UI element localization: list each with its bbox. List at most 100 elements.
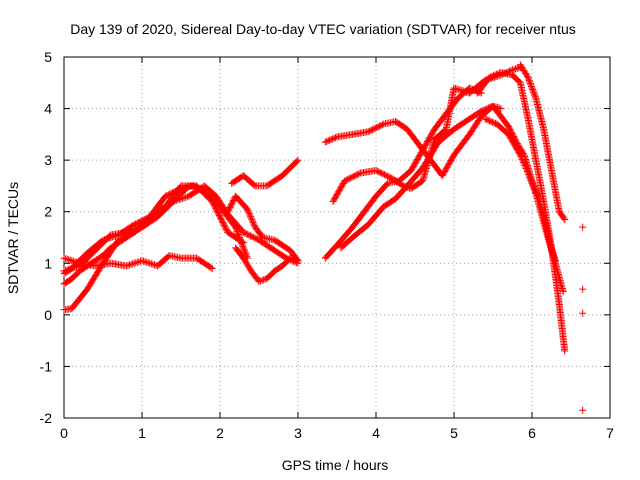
data-point bbox=[63, 266, 71, 274]
data-point bbox=[129, 260, 137, 268]
data-point bbox=[63, 255, 71, 263]
data-point bbox=[244, 207, 252, 215]
data-point bbox=[127, 260, 135, 268]
data-point bbox=[485, 74, 493, 82]
data-point bbox=[242, 258, 250, 266]
data-point bbox=[487, 117, 495, 125]
data-point bbox=[286, 254, 294, 262]
x-tick-label: 1 bbox=[138, 425, 146, 441]
data-point bbox=[244, 230, 252, 238]
data-point bbox=[288, 255, 296, 263]
data-point bbox=[327, 136, 335, 144]
data-point bbox=[236, 234, 243, 241]
data-point bbox=[329, 135, 337, 143]
data-point bbox=[122, 228, 130, 236]
data-point bbox=[245, 231, 253, 239]
data-point bbox=[120, 233, 128, 241]
data-point bbox=[492, 70, 500, 78]
data-point bbox=[483, 105, 491, 113]
data-point bbox=[255, 277, 263, 285]
data-point bbox=[246, 232, 254, 240]
data-point bbox=[370, 125, 378, 133]
data-point bbox=[172, 196, 180, 204]
x-tick-label: 3 bbox=[294, 425, 302, 441]
y-tick-label: 1 bbox=[44, 255, 52, 271]
data-point bbox=[240, 245, 248, 253]
data-point bbox=[292, 256, 300, 264]
data-point bbox=[527, 81, 535, 89]
data-point bbox=[530, 184, 538, 192]
data-point bbox=[124, 261, 132, 269]
data-point bbox=[249, 233, 257, 241]
data-point bbox=[376, 122, 384, 130]
data-point bbox=[69, 264, 77, 272]
data-point bbox=[126, 261, 134, 269]
x-tick-label: 2 bbox=[216, 425, 224, 441]
data-point bbox=[130, 226, 138, 234]
data-point bbox=[524, 169, 532, 177]
data-point bbox=[525, 172, 533, 180]
data-point bbox=[529, 182, 537, 190]
data-point bbox=[241, 229, 249, 237]
data-point bbox=[143, 258, 151, 266]
data-point bbox=[484, 116, 492, 124]
data-point bbox=[330, 134, 338, 142]
data-point bbox=[527, 178, 535, 186]
data-point bbox=[512, 65, 520, 73]
data-point bbox=[65, 256, 73, 264]
data-point bbox=[487, 73, 495, 81]
data-point bbox=[126, 227, 134, 235]
data-point bbox=[529, 181, 537, 189]
data-point bbox=[238, 241, 246, 249]
data-point bbox=[189, 182, 197, 190]
data-point bbox=[132, 225, 140, 233]
data-point bbox=[122, 233, 130, 241]
data-point bbox=[366, 127, 374, 135]
data-point bbox=[257, 277, 265, 285]
data-point bbox=[332, 134, 340, 142]
data-point bbox=[190, 183, 198, 191]
data-point bbox=[174, 196, 182, 204]
data-point bbox=[488, 72, 496, 80]
data-point bbox=[248, 233, 256, 241]
data-point bbox=[477, 107, 485, 115]
y-tick-label: 0 bbox=[44, 307, 52, 323]
data-point bbox=[560, 214, 568, 222]
data-point bbox=[247, 213, 255, 221]
data-point bbox=[234, 231, 242, 239]
data-point bbox=[450, 84, 458, 92]
data-point bbox=[236, 235, 244, 243]
data-point bbox=[381, 171, 389, 179]
data-point bbox=[183, 193, 191, 201]
data-point bbox=[398, 181, 406, 189]
data-point bbox=[375, 168, 383, 176]
data-point bbox=[135, 258, 143, 266]
data-point bbox=[138, 257, 146, 265]
data-point bbox=[65, 265, 73, 273]
data-point bbox=[239, 242, 247, 250]
data-point bbox=[291, 256, 299, 264]
data-point bbox=[346, 174, 354, 182]
data-point bbox=[364, 128, 372, 136]
data-point bbox=[147, 260, 155, 268]
data-point bbox=[522, 69, 529, 77]
data-point bbox=[127, 227, 135, 235]
data-point bbox=[177, 195, 185, 203]
data-point bbox=[179, 194, 187, 202]
data-point bbox=[351, 172, 359, 180]
data-point bbox=[72, 263, 80, 271]
data-point bbox=[239, 228, 247, 236]
data-point bbox=[135, 224, 143, 232]
y-tick-label: 3 bbox=[44, 152, 52, 168]
data-point bbox=[180, 194, 188, 202]
data-point bbox=[293, 157, 301, 165]
data-point bbox=[245, 264, 253, 272]
data-point bbox=[173, 187, 181, 195]
data-point bbox=[479, 107, 487, 115]
data-point bbox=[528, 84, 536, 92]
data-point bbox=[62, 255, 70, 263]
data-point bbox=[62, 267, 70, 275]
data-point bbox=[526, 80, 534, 88]
x-tick-label: 4 bbox=[372, 425, 380, 441]
